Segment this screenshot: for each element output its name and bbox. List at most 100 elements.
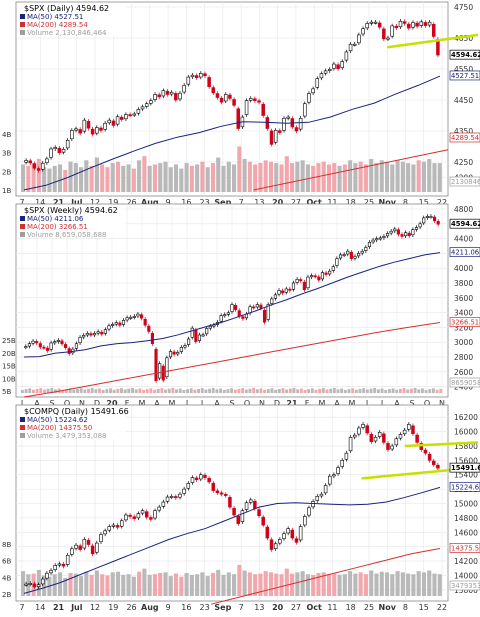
candle-body: [215, 490, 220, 494]
volume-bar: [79, 388, 83, 393]
candle-body: [307, 93, 311, 103]
volume-bar: [402, 388, 406, 393]
volume-bar: [221, 574, 226, 596]
x-tick-label: 18: [346, 198, 356, 207]
candle-body: [149, 517, 153, 520]
candle-body: [224, 494, 228, 496]
candle-body: [211, 87, 216, 94]
volume-bar: [347, 389, 351, 393]
y-tick-label: 14000: [454, 571, 478, 580]
candle-body: [153, 510, 157, 519]
volume-bar: [63, 577, 68, 596]
x-tick-label: N: [259, 399, 265, 408]
volume-bar: [90, 387, 94, 393]
candle-body: [70, 130, 74, 140]
candle-body: [149, 100, 153, 104]
volume-bar: [205, 167, 210, 192]
candle-body: [398, 434, 403, 439]
candle-body: [86, 539, 91, 545]
candle-body: [331, 266, 335, 271]
chart-title: $COMPQ (Daily) 15491.66: [24, 407, 129, 416]
volume-bar: [259, 388, 263, 393]
candle-body: [269, 539, 274, 550]
candle-body: [432, 460, 436, 465]
volume-bar: [325, 389, 329, 393]
candle-body: [157, 506, 161, 511]
candle-body: [315, 496, 320, 501]
volume-bar: [105, 389, 109, 393]
volume-bar: [435, 389, 439, 393]
candle-body: [42, 346, 46, 349]
legend-swatch: [20, 433, 25, 438]
volume-bar: [247, 161, 252, 192]
x-tick-label: 20: [272, 603, 284, 612]
candle-body: [427, 453, 432, 461]
volume-bar: [120, 388, 123, 393]
candle-body: [317, 276, 321, 281]
candle-body: [85, 333, 89, 336]
candle-body: [57, 147, 62, 154]
volume-bar: [137, 571, 142, 596]
volume-bar: [153, 389, 156, 393]
y-tick-label: 15800: [454, 442, 478, 451]
candle-body: [278, 130, 282, 133]
candle-body: [228, 94, 232, 99]
volume-bar: [197, 388, 201, 393]
volume-bar: [358, 572, 363, 596]
candle-body: [82, 335, 86, 338]
candle-body: [344, 452, 349, 460]
trendline-annotation: [404, 441, 479, 448]
y-tick-label: 4650: [454, 34, 473, 43]
volume-bar: [416, 571, 421, 596]
x-tick-label: O: [64, 399, 70, 408]
volume-bar: [316, 572, 321, 596]
volume-bar: [432, 573, 437, 596]
volume-bar: [336, 389, 340, 393]
volume-bar: [288, 388, 292, 393]
volume-bar: [94, 570, 99, 596]
legend-bg: [18, 3, 126, 36]
volume-tick-label: 3B: [2, 150, 11, 158]
candle-body: [252, 306, 256, 309]
y-tick-label: 4250: [454, 158, 473, 167]
volume-bar: [417, 389, 421, 393]
volume-bar: [427, 158, 432, 192]
x-tick-label: A: [394, 399, 400, 408]
volume-bar: [244, 389, 248, 393]
candle-body: [288, 288, 292, 291]
volume-bar: [242, 570, 247, 596]
y-tick-label: 2800: [454, 353, 473, 362]
value-tag: [449, 580, 480, 591]
x-tick-label: M: [349, 399, 356, 408]
volume-bar: [274, 573, 279, 596]
chart-panel-3: 7 14 21 Jul 12 19 26 Aug 9 16 23 Sep 7 13 20 27 Oct 11 18 2…: [2, 404, 480, 612]
candle-body: [390, 25, 394, 37]
x-tick-label: Aug: [141, 198, 159, 207]
candle-body: [115, 116, 120, 125]
ma50-line: [23, 252, 441, 358]
candle-body: [382, 433, 386, 443]
chart-panel-2: JASOND20FMAMJJASOND21FMAMJJASON480046004…: [2, 203, 480, 408]
candle-body: [281, 290, 285, 294]
candle-body: [427, 21, 432, 26]
volume-bar: [384, 572, 390, 596]
volume-bar: [50, 387, 54, 393]
value-tag-label: 4211.06: [451, 249, 479, 257]
candle-body: [150, 333, 154, 344]
candle-body: [419, 21, 424, 26]
volume-bar: [380, 388, 384, 393]
volume-bar: [156, 388, 160, 393]
candle-body: [232, 507, 236, 516]
candle-body: [261, 103, 265, 116]
candle-body: [385, 233, 390, 237]
volume-bar: [222, 389, 226, 393]
candle-body: [128, 514, 132, 517]
volume-bar: [89, 574, 94, 596]
volume-bar: [175, 389, 178, 393]
candle-body: [169, 91, 174, 95]
volume-bar: [168, 167, 173, 192]
candle-body: [357, 34, 361, 44]
chart-panel-1: 7 14 21 Jul 12 19 26 Aug 9 16 23 Sep 7 13 20 27 Oct 11 18 2…: [2, 1, 480, 207]
volume-bar: [115, 571, 121, 596]
volume-bar: [379, 571, 384, 596]
